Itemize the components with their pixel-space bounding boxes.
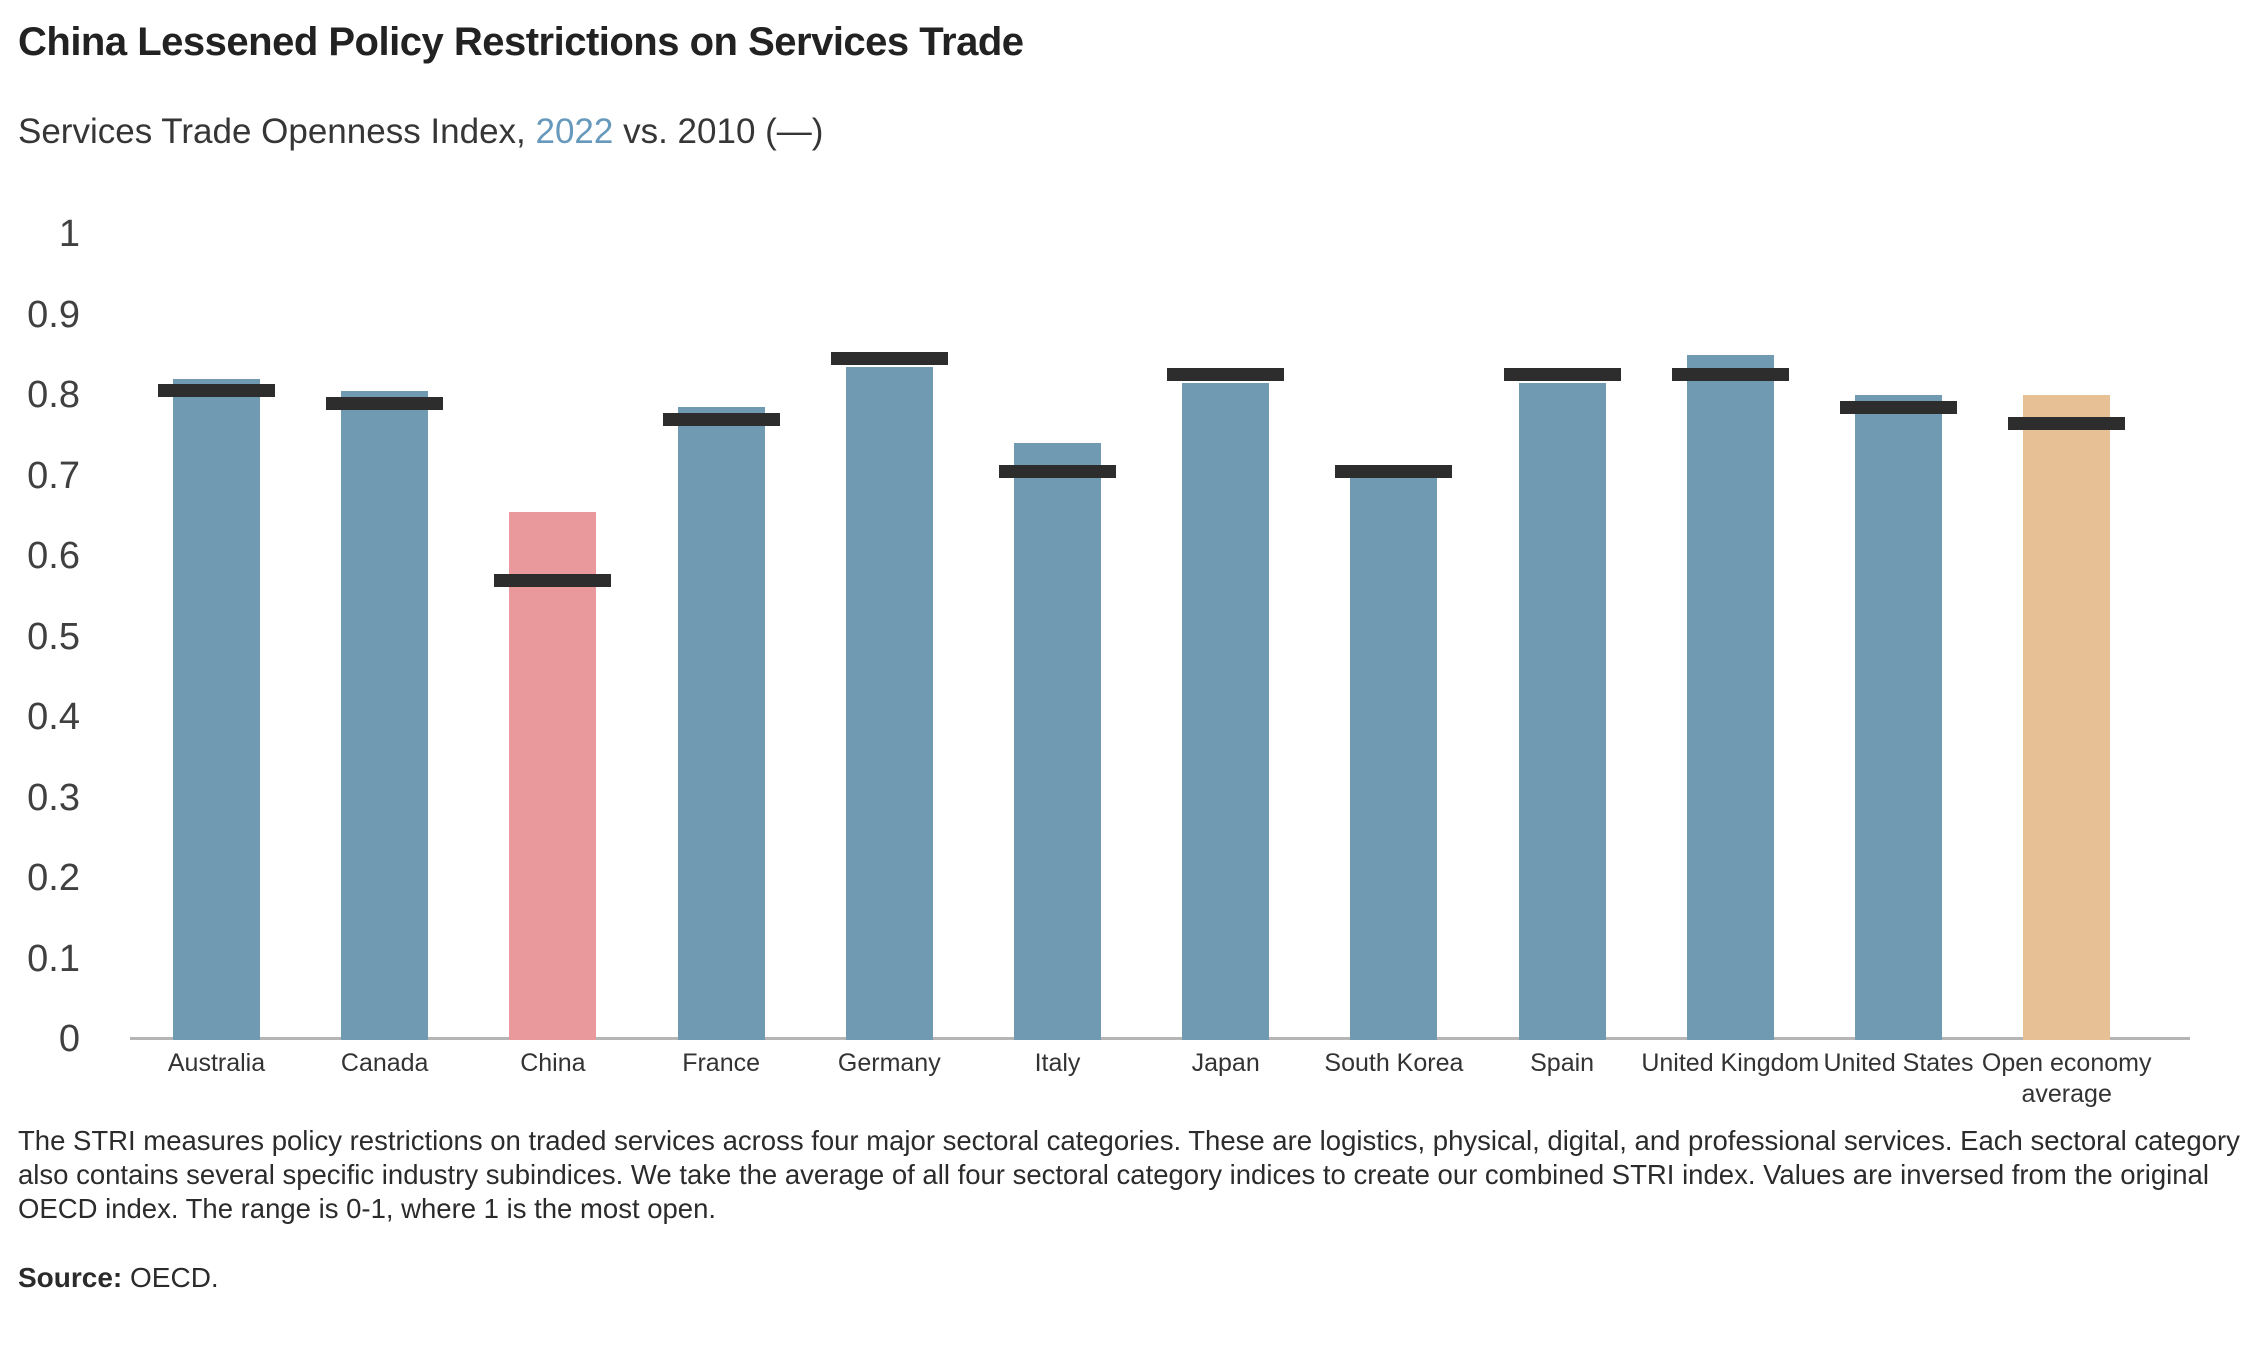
- y-axis-tick-0.2: 0.2: [27, 857, 80, 899]
- y-axis-tick-0.7: 0.7: [27, 454, 80, 497]
- y-axis-tick-0.5: 0.5: [27, 615, 80, 658]
- marker-2010-china: [494, 573, 612, 587]
- bar-2022-australia: [173, 378, 260, 1040]
- bar-2022-japan: [1182, 382, 1270, 1040]
- y-axis-tick-0.9: 0.9: [27, 293, 80, 336]
- source-label: Source:: [18, 1262, 123, 1293]
- marker-2010-france: [662, 412, 780, 426]
- y-axis-tick-0.1: 0.1: [27, 937, 80, 980]
- marker-2010-canada: [326, 396, 444, 410]
- marker-2010-australia: [158, 384, 275, 398]
- footnote-text: The STRI measures policy restrictions on…: [18, 1125, 2240, 1224]
- y-axis-tick-0.8: 0.8: [27, 374, 80, 416]
- bar-2022-italy: [1014, 443, 1101, 1040]
- marker-2010-united-states: [1840, 400, 1957, 414]
- marker-2010-italy: [999, 464, 1116, 478]
- x-axis-line: [130, 1037, 2190, 1040]
- x-axis-label-canada: Canada: [340, 1049, 429, 1077]
- marker-2010-open-economy-average: [2008, 416, 2126, 430]
- bar-chart-plot-area: 1 0.9 0.8 0.7 0.6 0.5 0.4 0.3 0.2 0.1 0 Australia Ca…: [27, 213, 2190, 1108]
- bar-2022-united-kingdom: [1686, 354, 1774, 1040]
- marker-2010-south-korea: [1335, 464, 1453, 478]
- marker-2010-japan: [1167, 368, 1285, 382]
- marker-2010-united-kingdom: [1671, 368, 1789, 382]
- x-axis-label-australia: Australia: [167, 1049, 266, 1077]
- bar-2022-china: [509, 511, 597, 1040]
- y-axis-tick-0.4: 0.4: [27, 696, 80, 738]
- x-axis-label-japan: Japan: [1191, 1049, 1260, 1077]
- bar-2022-germany: [845, 366, 933, 1040]
- y-axis-tick-0: 0: [58, 1018, 80, 1060]
- x-axis-label-united-states: United States: [1823, 1049, 1974, 1077]
- x-axis-label-open-economy-average: Open economy average: [1981, 1049, 2152, 1108]
- marker-2010-spain: [1503, 368, 1621, 382]
- bar-2022-united-states: [1855, 395, 1942, 1040]
- chart-subtitle: Services Trade Openness Index, 2022 vs. …: [18, 112, 823, 152]
- subtitle-year-2022: 2022: [535, 112, 614, 151]
- y-axis-tick-1: 1: [58, 213, 80, 255]
- bar-2022-spain: [1518, 382, 1606, 1040]
- subtitle-prefix: Services Trade Openness Index,: [18, 112, 536, 151]
- subtitle-suffix: vs. 2010 (—): [613, 112, 824, 151]
- bar-2022-south-korea: [1350, 475, 1438, 1040]
- source-line: Source: OECD.: [18, 1262, 219, 1294]
- y-axis-tick-0.6: 0.6: [27, 535, 80, 577]
- marker-2010-germany: [830, 352, 948, 366]
- bar-2022-canada: [341, 390, 429, 1040]
- x-axis-label-france: France: [682, 1049, 760, 1077]
- x-axis-label-spain: Spain: [1530, 1049, 1595, 1077]
- y-axis-tick-0.3: 0.3: [27, 776, 80, 819]
- chart-title: China Lessened Policy Restrictions on Se…: [18, 20, 1024, 64]
- x-axis-label-south-korea: South Korea: [1324, 1049, 1464, 1077]
- x-axis-label-china: China: [520, 1049, 586, 1077]
- x-axis-label-italy: Italy: [1034, 1049, 1081, 1077]
- bar-2022-france: [677, 407, 765, 1040]
- bar-2022-open-economy-average: [2023, 395, 2111, 1040]
- x-axis-label-united-kingdom: United Kingdom: [1641, 1049, 1820, 1077]
- source-value: OECD.: [130, 1262, 219, 1293]
- x-axis-label-germany: Germany: [837, 1049, 941, 1077]
